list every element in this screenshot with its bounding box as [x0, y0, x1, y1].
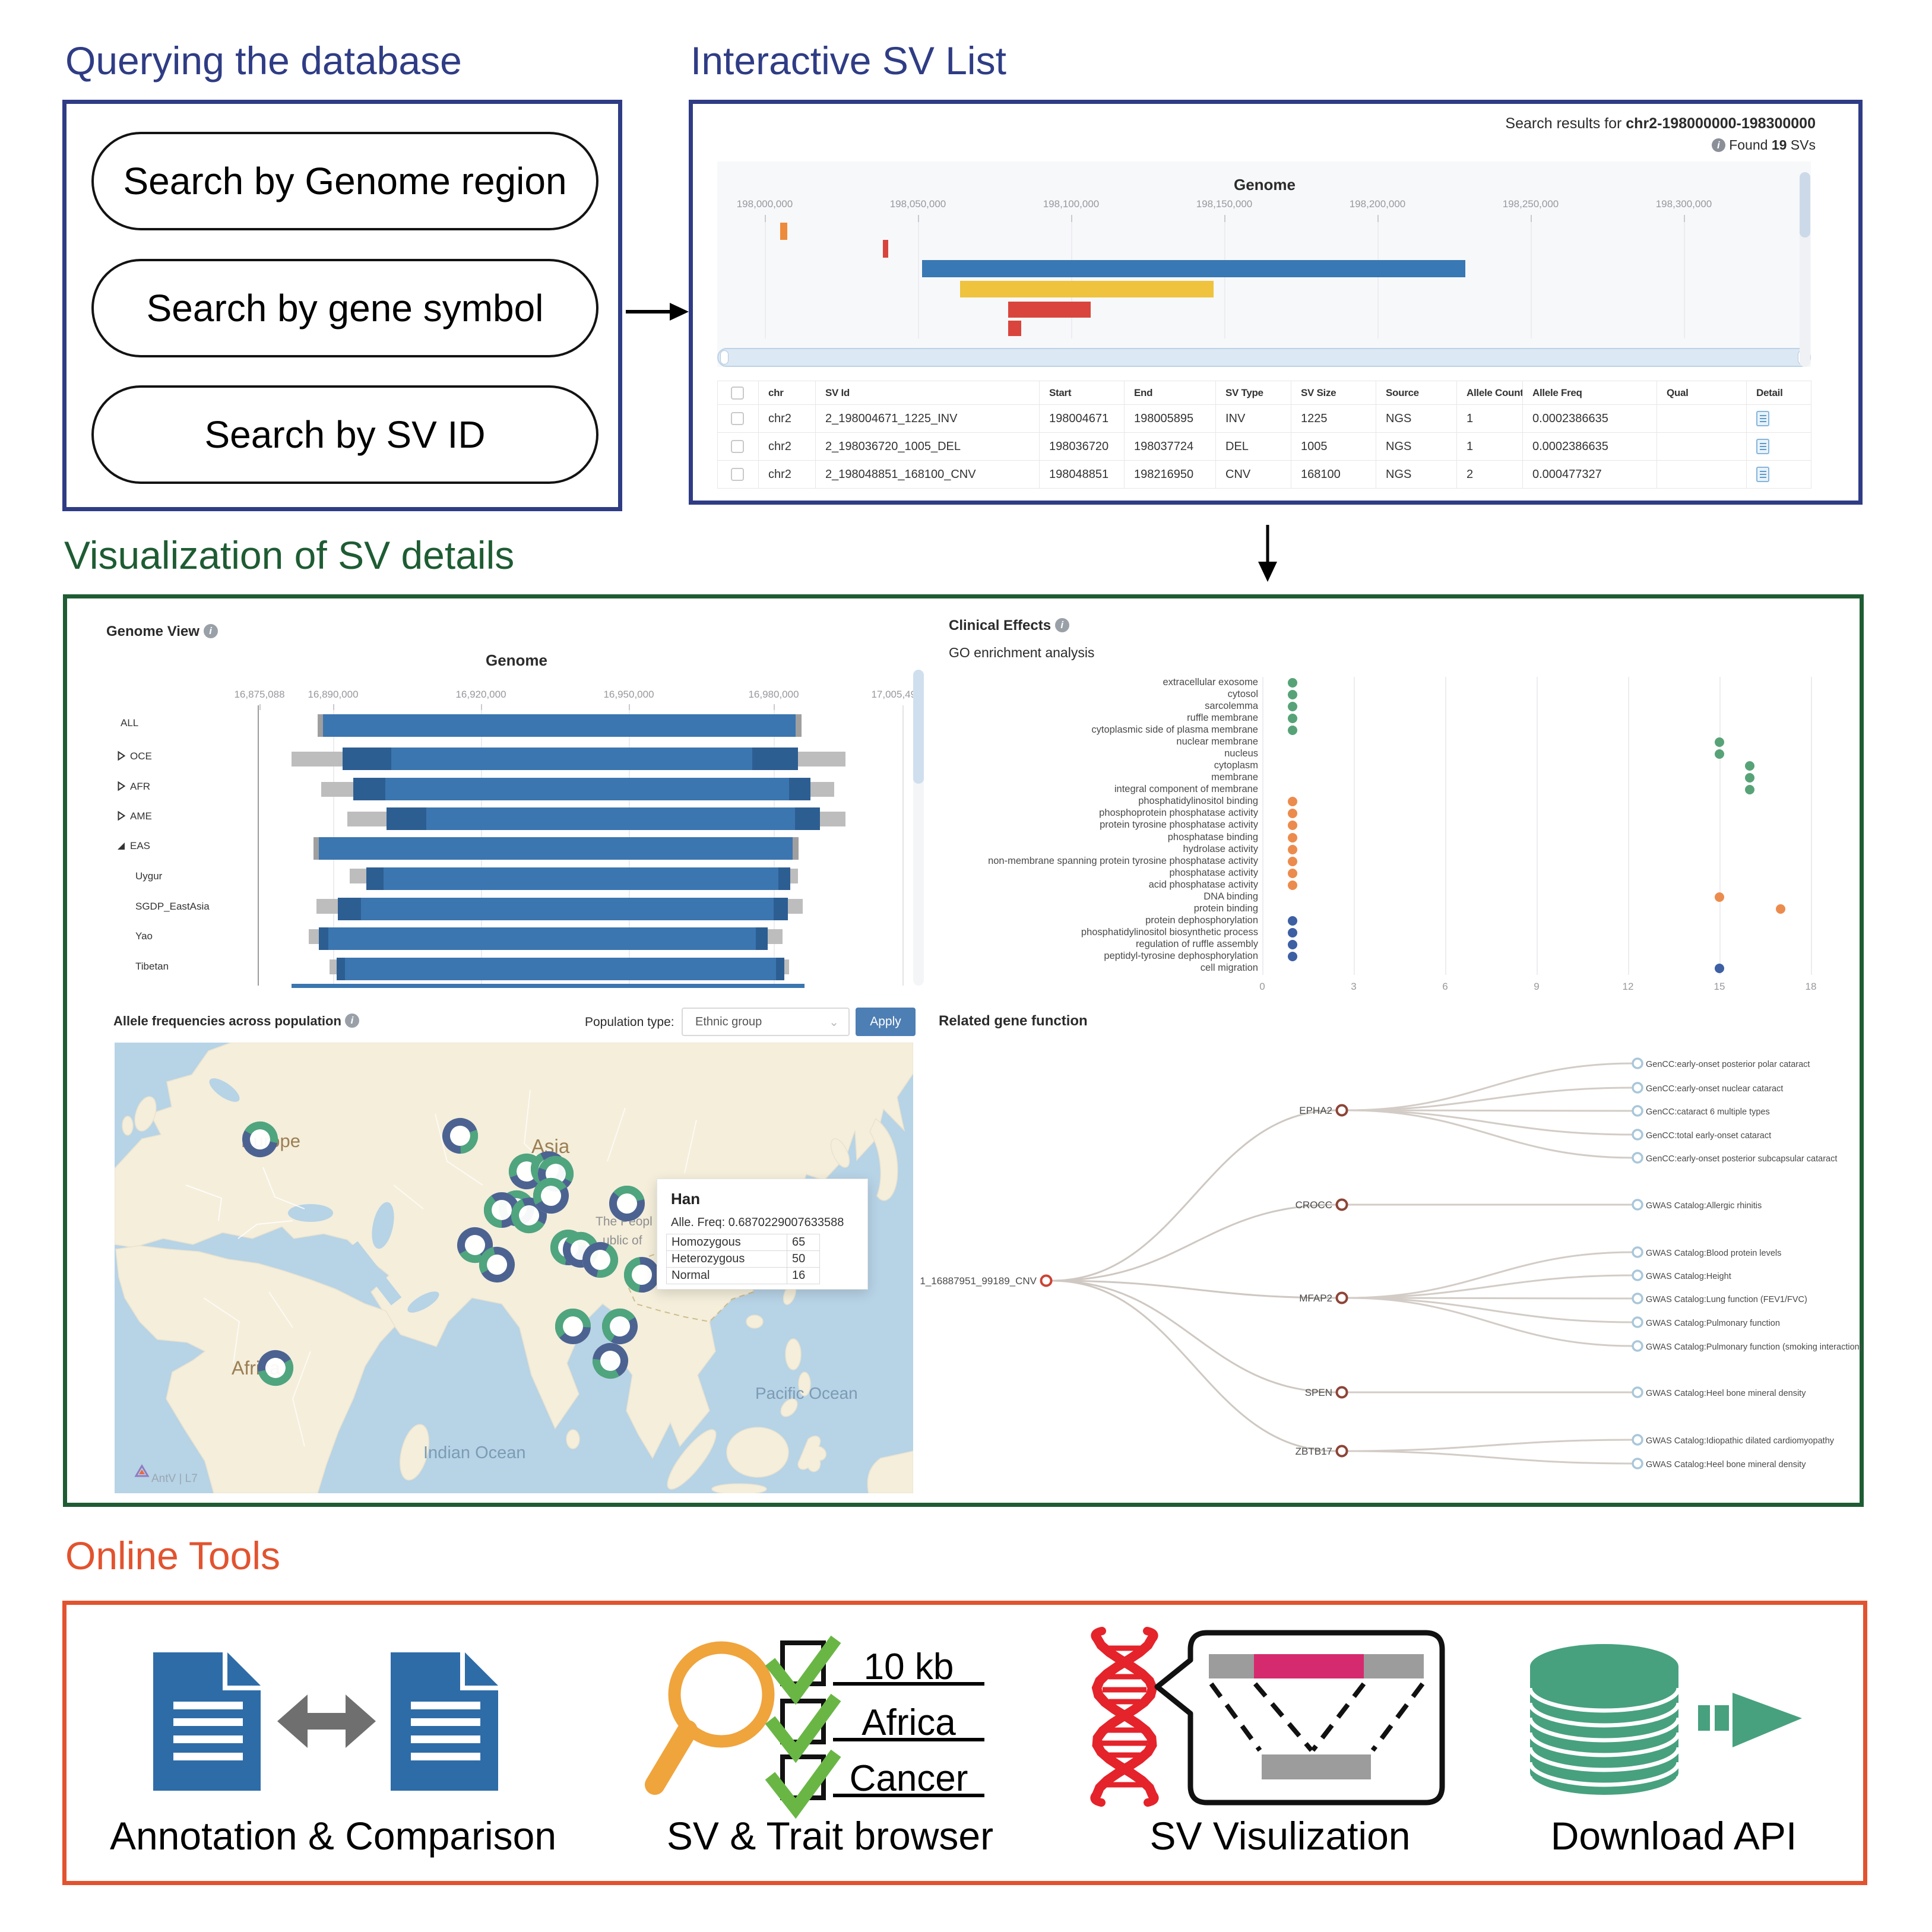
svg-text:GWAS Catalog:Lung function (FE: GWAS Catalog:Lung function (FEV1/FVC)	[1646, 1295, 1807, 1304]
svg-text:AntV | L7: AntV | L7	[151, 1472, 198, 1485]
svg-text:GWAS Catalog:Idiopathic dilate: GWAS Catalog:Idiopathic dilated cardiomy…	[1646, 1436, 1835, 1446]
svg-text:ublic of: ublic of	[603, 1234, 642, 1247]
svg-text:1_16887951_99189_CNV: 1_16887951_99189_CNV	[920, 1275, 1037, 1287]
svg-text:ZBTB17: ZBTB17	[1296, 1446, 1332, 1457]
svg-text:Indian Ocean: Indian Ocean	[423, 1443, 526, 1462]
svg-text:SPEN: SPEN	[1305, 1387, 1332, 1398]
svg-text:GWAS Catalog:Blood protein lev: GWAS Catalog:Blood protein levels	[1646, 1249, 1781, 1258]
svg-text:Pacific Ocean: Pacific Ocean	[755, 1384, 858, 1402]
svg-text:GWAS Catalog:Heel bone mineral: GWAS Catalog:Heel bone mineral density	[1646, 1460, 1806, 1469]
svg-text:GWAS Catalog:Pulmonary functio: GWAS Catalog:Pulmonary function	[1646, 1319, 1780, 1328]
svg-text:GenCC:cataract 6 multiple type: GenCC:cataract 6 multiple types	[1646, 1107, 1770, 1117]
svg-text:GenCC:early-onset posterior su: GenCC:early-onset posterior subcapsular …	[1646, 1154, 1837, 1164]
svg-text:GenCC:total early-onset catara: GenCC:total early-onset cataract	[1646, 1131, 1771, 1141]
svg-text:EPHA2: EPHA2	[1299, 1105, 1332, 1116]
svg-text:GWAS Catalog:Allergic rhinitis: GWAS Catalog:Allergic rhinitis	[1646, 1201, 1762, 1211]
svg-text:GenCC:early-onset posterior po: GenCC:early-onset posterior polar catara…	[1646, 1060, 1810, 1069]
svg-text:GenCC:early-onset nuclear cata: GenCC:early-onset nuclear cataract	[1646, 1084, 1783, 1094]
svg-text:MFAP2: MFAP2	[1299, 1293, 1332, 1304]
svg-text:GWAS Catalog:Heel bone mineral: GWAS Catalog:Heel bone mineral density	[1646, 1389, 1806, 1398]
svg-text:GWAS Catalog:Pulmonary functio: GWAS Catalog:Pulmonary function (smoking…	[1646, 1342, 1863, 1352]
svg-text:The Peopl: The Peopl	[596, 1215, 653, 1228]
svg-text:GWAS Catalog:Height: GWAS Catalog:Height	[1646, 1272, 1731, 1281]
svg-text:CROCC: CROCC	[1296, 1199, 1332, 1211]
